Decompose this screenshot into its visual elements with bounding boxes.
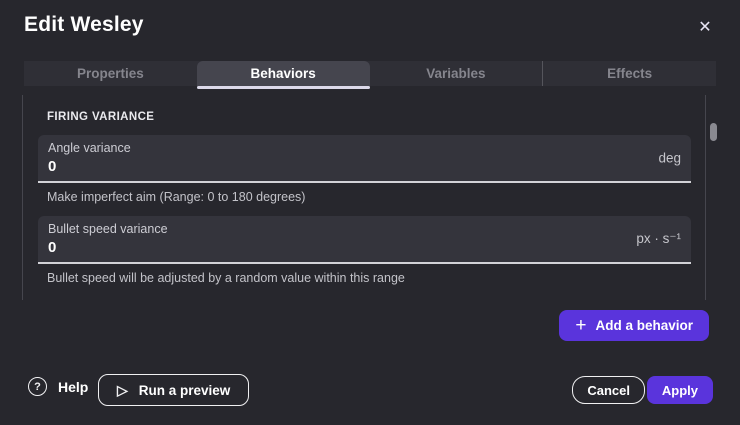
play-icon: ▷ — [117, 382, 128, 398]
tab-bar: Properties Behaviors Variables Effects — [24, 61, 716, 89]
tab-behaviors-label: Behaviors — [250, 66, 316, 81]
dialog-title: Edit Wesley — [24, 13, 144, 36]
bullet-speed-variance-label: Bullet speed variance — [48, 222, 168, 236]
bullet-speed-variance-value[interactable]: 0 — [48, 239, 57, 256]
tab-variables-label: Variables — [426, 66, 486, 81]
section-header-firing-variance: FIRING VARIANCE — [47, 111, 155, 123]
angle-variance-helper: Make imperfect aim (Range: 0 to 180 degr… — [47, 190, 306, 204]
behaviors-scroll-area: FIRING VARIANCE Angle variance 0 deg Mak… — [22, 95, 706, 300]
angle-variance-value[interactable]: 0 — [48, 158, 57, 175]
dialog-footer: ? Help ▷ Run a preview Cancel Apply — [0, 360, 740, 425]
bullet-speed-variance-unit: px · s⁻¹ — [636, 231, 681, 246]
cancel-button[interactable]: Cancel — [572, 376, 645, 404]
angle-variance-unit: deg — [658, 150, 681, 166]
run-preview-label: Run a preview — [138, 382, 231, 398]
angle-variance-field[interactable]: Angle variance 0 deg — [38, 135, 691, 183]
add-behavior-button[interactable]: + Add a behavior — [559, 310, 709, 341]
tab-variables[interactable]: Variables — [370, 61, 543, 86]
close-icon[interactable]: ✕ — [698, 19, 712, 36]
tab-effects-label: Effects — [607, 66, 653, 81]
run-preview-button[interactable]: ▷ Run a preview — [98, 374, 250, 406]
add-behavior-label: Add a behavior — [595, 318, 693, 333]
help-button[interactable]: ? Help — [28, 377, 88, 396]
tab-behaviors[interactable]: Behaviors — [196, 61, 370, 89]
plus-icon: + — [575, 314, 587, 336]
angle-variance-label: Angle variance — [48, 141, 131, 155]
help-label: Help — [58, 378, 89, 395]
bullet-speed-variance-field[interactable]: Bullet speed variance 0 px · s⁻¹ — [38, 216, 691, 264]
apply-button[interactable]: Apply — [646, 376, 713, 404]
tab-properties-label: Properties — [76, 66, 144, 81]
scrollbar-thumb[interactable] — [710, 123, 717, 141]
tab-effects[interactable]: Effects — [542, 61, 716, 86]
help-icon: ? — [28, 377, 47, 396]
bullet-speed-variance-helper: Bullet speed will be adjusted by a rando… — [47, 271, 405, 285]
tab-properties[interactable]: Properties — [24, 61, 197, 86]
active-tab-underline — [196, 86, 370, 89]
